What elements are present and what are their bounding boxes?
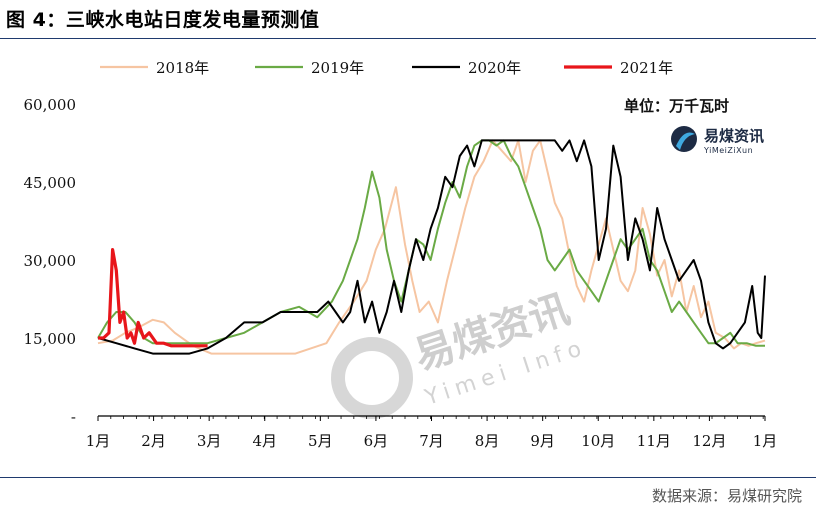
y-tick-label: 15,000 — [24, 330, 77, 348]
y-tick-label: 60,000 — [24, 96, 77, 114]
figure-title: 图 4：三峡水电站日度发电量预测值 — [6, 9, 320, 31]
legend-label-1: 2018年 — [156, 59, 209, 77]
x-tick-label: 12月 — [692, 432, 726, 450]
x-tick-label: 5月 — [308, 432, 333, 450]
legend: 2018年 2019年 2020年 2021年 — [100, 59, 673, 77]
axes: - 15,000 30,000 45,000 60,000 1月 2月 3月 4月 5月 6月 7月 8… — [24, 96, 778, 450]
legend-label-4: 2021年 — [620, 59, 673, 77]
brand-logo-sub: YiMeiZiXun — [703, 146, 753, 155]
chart-canvas: 易煤资讯 Yimei Info - 15,000 30,000 45,000 60,00… — [24, 59, 778, 450]
x-tick-label: 1月 — [753, 432, 778, 450]
x-tick-label: 10月 — [581, 432, 615, 450]
series-line-3 — [97, 139, 766, 355]
x-tick-label: 4月 — [252, 432, 277, 450]
brand-logo-swoosh-icon — [676, 132, 695, 150]
y-tick-label: 30,000 — [24, 252, 77, 270]
source-note: 数据来源：易煤研究院 — [651, 487, 802, 505]
x-tick-label: 9月 — [530, 432, 555, 450]
x-tick-label: 1月 — [86, 432, 111, 450]
watermark-logo-icon — [331, 337, 413, 419]
series-layer — [97, 139, 766, 355]
y-tick-label: 45,000 — [24, 174, 77, 192]
x-tick-label: 8月 — [475, 432, 500, 450]
brand-logo: 易煤资讯 YiMeiZiXun — [671, 126, 764, 155]
y-tick-label: - — [71, 408, 76, 426]
x-tick-label: 2月 — [141, 432, 166, 450]
x-tick-label: 3月 — [197, 432, 222, 450]
x-tick-label: 7月 — [419, 432, 444, 450]
brand-logo-name: 易煤资讯 — [704, 127, 764, 145]
bottom-rule — [0, 477, 816, 478]
legend-label-2: 2019年 — [311, 59, 364, 77]
series-line-1 — [97, 139, 766, 355]
unit-label: 单位：万千瓦时 — [624, 97, 729, 115]
legend-label-3: 2020年 — [468, 59, 521, 77]
x-tick-label: 11月 — [637, 432, 671, 450]
top-rule — [0, 38, 816, 39]
series-line-4 — [98, 248, 208, 348]
watermark: 易煤资讯 Yimei Info — [331, 286, 590, 419]
x-tick-label: 6月 — [364, 432, 389, 450]
